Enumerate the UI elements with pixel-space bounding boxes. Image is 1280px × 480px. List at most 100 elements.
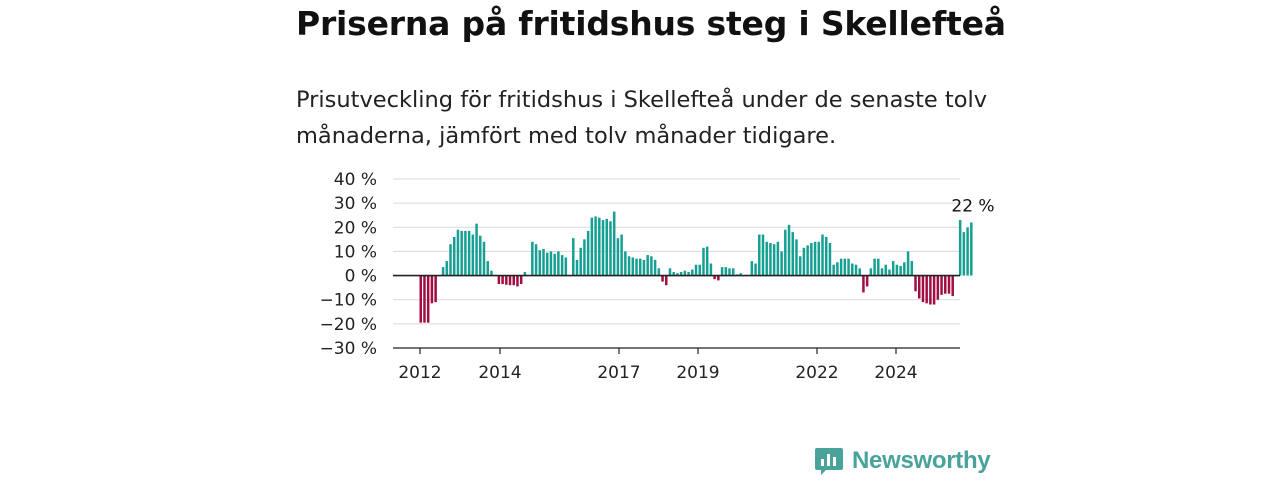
bar: [869, 268, 873, 276]
bar: [542, 249, 545, 276]
bar: [795, 239, 798, 276]
bar: [817, 241, 821, 276]
bar: [854, 264, 858, 276]
brand-name: Newsworthy: [852, 447, 991, 474]
bar: [668, 268, 672, 276]
bar: [914, 275, 917, 292]
bar: [932, 275, 936, 305]
bar: [426, 275, 430, 323]
bar: [650, 256, 653, 276]
bar: [638, 258, 642, 276]
bar: [858, 268, 861, 276]
y-axis-labels: −30 % −20 % −10 % 0 % 10 % 20 % 30 % 40 %: [320, 170, 377, 359]
bar: [545, 252, 549, 276]
bar: [705, 246, 709, 276]
bar: [598, 217, 601, 276]
bar: [490, 270, 493, 276]
bar: [791, 232, 794, 276]
y-tick-label: −30 %: [320, 339, 377, 359]
bar: [449, 244, 452, 276]
bar: [891, 261, 895, 276]
bar: [434, 275, 437, 303]
bar: [657, 268, 661, 276]
bar: [698, 264, 701, 276]
bar: [560, 255, 564, 276]
bar: [635, 258, 638, 276]
bar: [944, 275, 947, 294]
bar: [824, 236, 828, 276]
axes: [393, 274, 960, 354]
bar: [575, 259, 579, 276]
bar: [523, 271, 527, 276]
bar: [456, 229, 460, 276]
y-tick-label: 10 %: [334, 242, 377, 262]
bar: [653, 259, 657, 276]
newsworthy-logo: Newsworthy: [814, 446, 991, 476]
y-tick-label: 20 %: [334, 218, 377, 238]
bar: [612, 211, 616, 276]
bar: [445, 261, 449, 276]
bar: [549, 251, 553, 276]
bar: [958, 220, 962, 276]
bars: [419, 211, 973, 323]
bar: [467, 230, 471, 276]
bar-chart-speech-bubble-icon: [815, 448, 843, 475]
bar: [464, 230, 467, 276]
bar: [475, 223, 478, 276]
bar: [691, 269, 694, 276]
bar: [899, 265, 902, 276]
y-tick-label: −10 %: [320, 291, 377, 311]
bar: [720, 267, 724, 276]
bar: [572, 238, 575, 276]
bar: [806, 245, 809, 276]
bar: [482, 241, 486, 276]
x-tick-label: 2017: [597, 363, 640, 383]
bar: [821, 234, 824, 276]
bar: [709, 263, 713, 276]
bar: [683, 270, 687, 276]
bar: [679, 271, 683, 276]
bar: [620, 234, 623, 276]
bar: [784, 229, 787, 276]
bar: [702, 247, 705, 276]
bar: [839, 258, 843, 276]
bar: [553, 253, 556, 276]
y-tick-label: −20 %: [320, 315, 377, 335]
bar: [731, 268, 735, 276]
bar: [843, 258, 847, 276]
bar: [903, 262, 906, 276]
bar: [516, 275, 519, 287]
bar: [579, 247, 582, 276]
bar: [780, 251, 783, 276]
bar: [672, 271, 675, 276]
bar: [787, 224, 791, 276]
bar: [765, 241, 768, 276]
bar: [646, 255, 649, 276]
bar: [724, 267, 728, 276]
bar: [590, 217, 594, 276]
bar: [761, 234, 765, 276]
x-tick-label: 2014: [478, 363, 521, 383]
bar: [586, 230, 590, 276]
bar: [810, 242, 813, 276]
y-tick-label: 30 %: [334, 194, 377, 214]
bar: [769, 242, 772, 276]
bar: [970, 222, 973, 276]
bar: [836, 262, 839, 276]
bar: [642, 259, 646, 276]
bar: [758, 234, 761, 276]
bar: [423, 275, 426, 323]
bar: [906, 251, 910, 276]
bar: [676, 273, 679, 276]
bar: [512, 275, 515, 286]
bar: [452, 236, 456, 276]
bar: [508, 275, 512, 286]
bar: [713, 275, 716, 280]
bar: [888, 269, 891, 276]
bar: [505, 275, 508, 285]
bar: [802, 247, 806, 276]
bar: [940, 275, 943, 295]
bar: [851, 263, 854, 276]
bar: [877, 258, 880, 276]
